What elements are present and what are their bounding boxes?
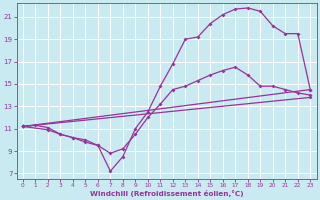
X-axis label: Windchill (Refroidissement éolien,°C): Windchill (Refroidissement éolien,°C) — [90, 190, 244, 197]
